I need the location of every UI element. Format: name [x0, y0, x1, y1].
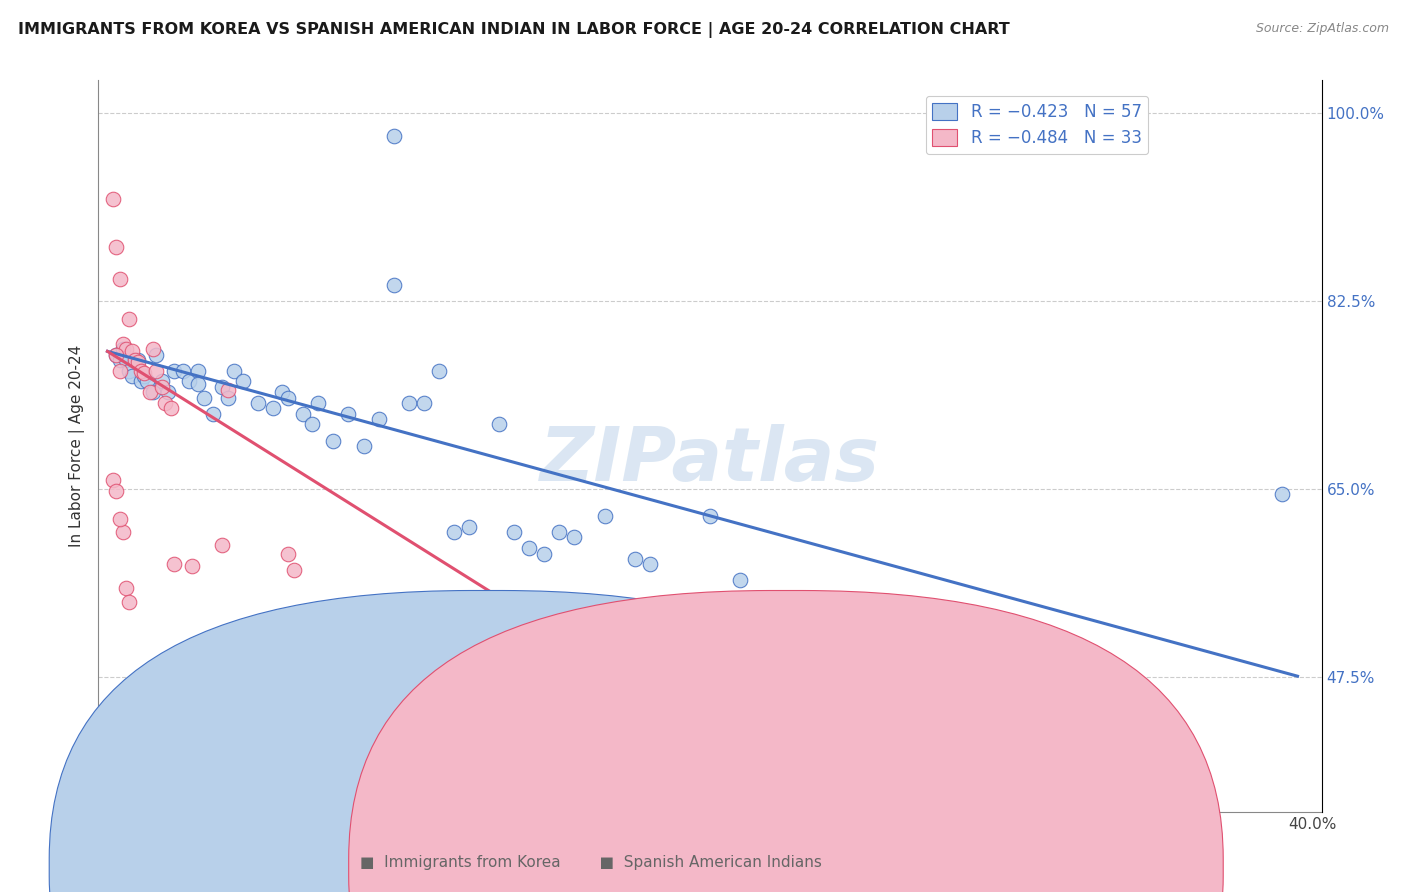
Text: IMMIGRANTS FROM KOREA VS SPANISH AMERICAN INDIAN IN LABOR FORCE | AGE 20-24 CORR: IMMIGRANTS FROM KOREA VS SPANISH AMERICA…	[18, 22, 1010, 38]
Point	[150, 380, 173, 394]
Point	[232, 375, 254, 389]
Point	[187, 364, 209, 378]
Point	[292, 407, 315, 421]
Point	[201, 407, 224, 421]
Point	[277, 391, 299, 405]
Point	[337, 407, 360, 421]
Point	[103, 474, 125, 488]
Point	[163, 364, 186, 378]
Point	[129, 375, 152, 389]
Point	[117, 595, 139, 609]
Point	[127, 353, 149, 368]
Point	[427, 364, 450, 378]
Point	[382, 129, 405, 144]
Point	[142, 342, 165, 356]
Text: ZIPatlas: ZIPatlas	[540, 424, 880, 497]
Point	[322, 434, 344, 448]
Point	[129, 364, 152, 378]
Point	[382, 277, 405, 292]
Point	[138, 385, 160, 400]
Point	[427, 654, 450, 668]
Point	[699, 508, 721, 523]
Point	[187, 376, 209, 391]
Point	[593, 508, 616, 523]
Point	[517, 541, 540, 556]
Point	[243, 706, 266, 720]
Point	[488, 417, 510, 432]
Point	[172, 364, 194, 378]
Point	[105, 348, 128, 362]
Point	[564, 530, 586, 544]
Point	[623, 552, 645, 566]
Point	[108, 353, 131, 368]
Point	[114, 342, 136, 356]
Point	[127, 355, 149, 369]
Point	[121, 369, 143, 384]
Point	[548, 524, 571, 539]
Point	[367, 412, 389, 426]
Point	[142, 385, 165, 400]
Text: Source: ZipAtlas.com: Source: ZipAtlas.com	[1256, 22, 1389, 36]
Point	[180, 559, 202, 574]
Point	[775, 756, 797, 771]
Point	[117, 312, 139, 326]
Point	[277, 547, 299, 561]
Point	[105, 240, 128, 254]
Y-axis label: In Labor Force | Age 20-24: In Labor Force | Age 20-24	[69, 345, 86, 547]
Text: ■  Immigrants from Korea        ■  Spanish American Indians: ■ Immigrants from Korea ■ Spanish Americ…	[360, 855, 821, 870]
Point	[103, 192, 125, 206]
Point	[271, 385, 294, 400]
Point	[412, 396, 434, 410]
Point	[443, 524, 465, 539]
Point	[398, 396, 420, 410]
Point	[211, 380, 233, 394]
Point	[121, 344, 143, 359]
Point	[247, 396, 270, 410]
Point	[217, 391, 239, 405]
Point	[108, 512, 131, 526]
Point	[353, 439, 375, 453]
Point	[744, 719, 766, 733]
Point	[193, 391, 215, 405]
Point	[177, 375, 200, 389]
Point	[145, 364, 167, 378]
Point	[108, 364, 131, 378]
Point	[156, 385, 179, 400]
Point	[211, 538, 233, 552]
Point	[105, 484, 128, 499]
Point	[222, 364, 245, 378]
Point	[105, 348, 128, 362]
Point	[638, 558, 661, 572]
Point	[132, 366, 155, 380]
Point	[132, 369, 155, 384]
Point	[217, 383, 239, 397]
Point	[163, 558, 186, 572]
Point	[111, 336, 134, 351]
Point	[153, 396, 176, 410]
Point	[301, 417, 323, 432]
Point	[283, 563, 305, 577]
Point	[159, 401, 181, 416]
Point	[145, 348, 167, 362]
Point	[533, 547, 555, 561]
Point	[111, 342, 134, 356]
Point	[117, 364, 139, 378]
Point	[503, 524, 526, 539]
Point	[124, 353, 146, 368]
Point	[111, 524, 134, 539]
Legend: Immigrants from Korea, Spanish American Indians: Immigrants from Korea, Spanish American …	[405, 849, 893, 877]
Point	[458, 519, 481, 533]
Point	[114, 353, 136, 368]
Point	[307, 396, 329, 410]
Point	[108, 272, 131, 286]
Point	[728, 574, 751, 588]
Point	[135, 375, 157, 389]
Point	[1271, 487, 1294, 501]
Point	[262, 401, 284, 416]
Point	[150, 375, 173, 389]
Point	[114, 581, 136, 595]
